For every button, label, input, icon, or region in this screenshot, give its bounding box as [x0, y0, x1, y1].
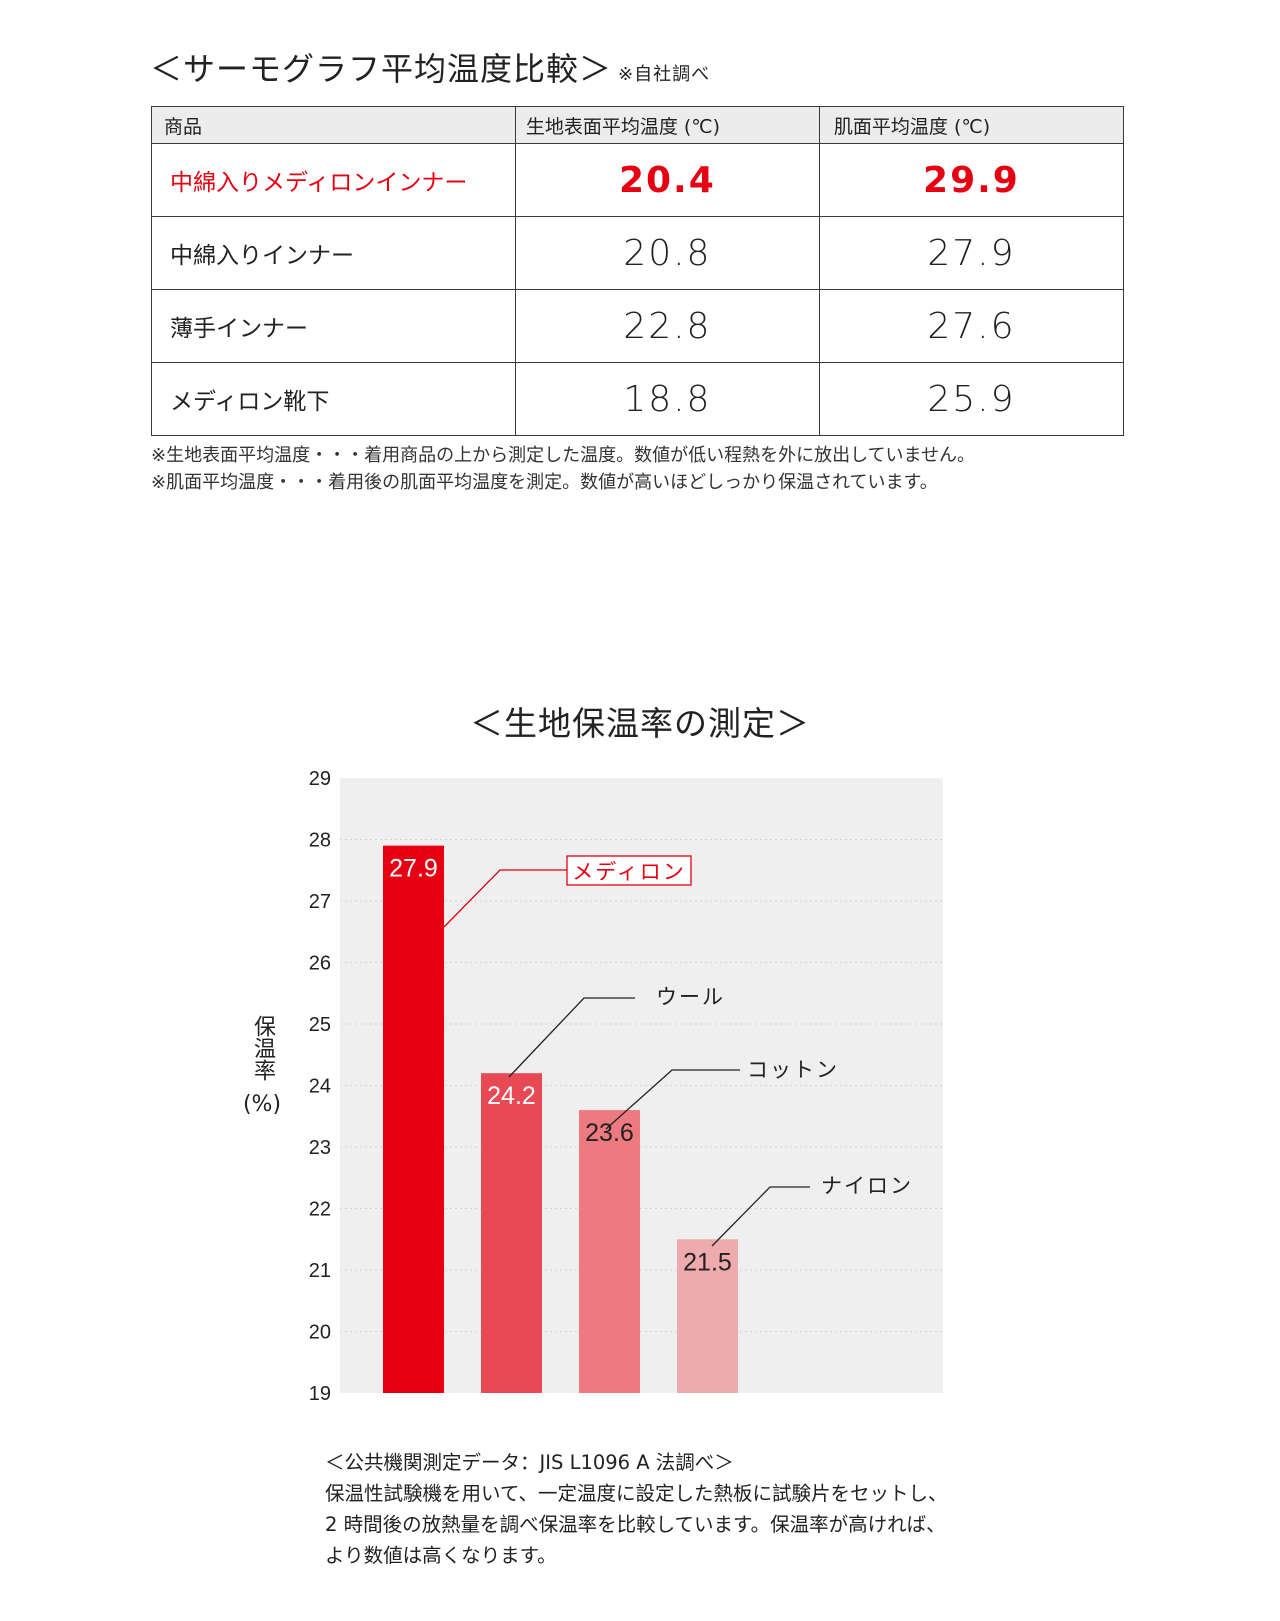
highlight-label-box [566, 855, 692, 886]
table-row: メディロン靴下 18.8 25.9 [151, 362, 1125, 436]
skin-temp-value: 29.9 [818, 143, 1125, 217]
bar [383, 845, 444, 1393]
thermo-table: 商品 生地表面平均温度 (℃) 肌面平均温度 (℃) 中綿入りメディロンインナー… [151, 106, 1125, 436]
thermo-footnote: ※肌面平均温度・・・着用後の肌面平均温度を測定。数値が高いほどしっかり保温されて… [151, 472, 938, 493]
table-row: 中綿入りインナー 20.8 27.9 [151, 216, 1125, 290]
category-label: ウール [656, 985, 725, 1009]
y-tick-label: 26 [309, 953, 331, 975]
skin-temp-value: 27.9 [818, 216, 1125, 290]
thermo-title: ＜サーモグラフ平均温度比較＞ ※自社調べ [150, 44, 710, 90]
chart-notes-heading: ＜公共機関測定データ：JIS L1096 A 法調べ＞ [325, 1451, 734, 1474]
leader-line [508, 997, 635, 1078]
table-row: 中綿入りメディロンインナー 20.4 29.9 [151, 143, 1125, 217]
bar [677, 1239, 738, 1393]
bar [481, 1073, 542, 1393]
product-name: 薄手インナー [151, 289, 516, 363]
bar-value-label: 21.5 [683, 1248, 732, 1276]
surface-temp-value: 20.8 [514, 216, 820, 290]
skin-temp-value: 27.6 [818, 289, 1125, 363]
table-header-row: 商品 生地表面平均温度 (℃) 肌面平均温度 (℃) [151, 106, 1125, 144]
y-tick-label: 21 [309, 1260, 331, 1282]
skin-temp-value: 25.9 [818, 362, 1125, 436]
y-tick-label: 24 [309, 1076, 331, 1098]
bar-value-label: 27.9 [389, 855, 438, 883]
y-tick-label: 20 [309, 1322, 331, 1344]
y-tick-label: 28 [309, 830, 331, 852]
y-tick-label: 27 [309, 891, 331, 913]
bar-value-label: 24.2 [487, 1082, 536, 1110]
product-name: 中綿入りインナー [151, 216, 516, 290]
chart-notes-body: 保温性試験機を用いて、一定温度に設定した熱板に試験片をセットし、2 時間後の放熱… [325, 1482, 948, 1567]
y-tick-label: 23 [309, 1137, 331, 1159]
chart-notes: ＜公共機関測定データ：JIS L1096 A 法調べ＞ 保温性試験機を用いて、一… [325, 1447, 955, 1571]
product-name: 中綿入りメディロンインナー [151, 143, 516, 217]
surface-temp-value: 20.4 [514, 143, 820, 217]
surface-temp-value: 18.8 [514, 362, 820, 436]
header-product: 商品 [151, 106, 516, 144]
thermo-title-note: ※自社調べ [618, 64, 711, 85]
thermo-footnotes: ※生地表面平均温度・・・着用商品の上から測定した温度。数値が低い程熱を外に放出し… [151, 442, 975, 496]
y-tick-label: 29 [309, 768, 331, 790]
bar [579, 1110, 640, 1393]
y-tick-label: 22 [309, 1199, 331, 1221]
y-tick-label: 25 [309, 1014, 331, 1036]
y-tick-label: 19 [309, 1383, 331, 1405]
product-name: メディロン靴下 [151, 362, 516, 436]
category-label: コットン [747, 1058, 839, 1082]
table-row: 薄手インナー 22.8 27.6 [151, 289, 1125, 363]
leader-line [443, 869, 567, 928]
y-axis-unit: (%) [242, 1092, 282, 1117]
y-axis-label-text: 保温率 [250, 1015, 275, 1081]
category-label: メディロン [572, 860, 686, 884]
thermo-footnote: ※生地表面平均温度・・・着用商品の上から測定した温度。数値が低い程熱を外に放出し… [151, 445, 975, 466]
y-axis-label: 保温率 (%) [240, 1015, 284, 1118]
chart-title: ＜生地保温率の測定＞ [470, 704, 810, 743]
thermo-title-text: ＜サーモグラフ平均温度比較＞ [150, 50, 613, 88]
leader-line [605, 1069, 740, 1130]
category-label: ナイロン [821, 1174, 913, 1198]
bar-value-label: 23.6 [585, 1119, 634, 1147]
header-skin-temp: 肌面平均温度 (℃) [818, 106, 1125, 144]
leader-line [711, 1186, 810, 1247]
